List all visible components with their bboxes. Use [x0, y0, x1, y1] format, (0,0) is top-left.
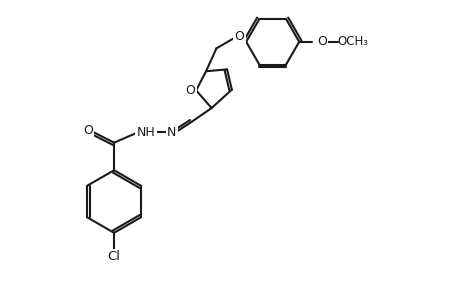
Text: O: O	[316, 35, 326, 48]
Text: O: O	[83, 124, 93, 137]
Text: N: N	[167, 126, 176, 139]
Text: NH: NH	[136, 126, 155, 139]
Text: Cl: Cl	[107, 250, 120, 263]
Text: O: O	[185, 84, 195, 97]
Text: O: O	[234, 30, 244, 43]
Text: OCH₃: OCH₃	[337, 35, 368, 48]
